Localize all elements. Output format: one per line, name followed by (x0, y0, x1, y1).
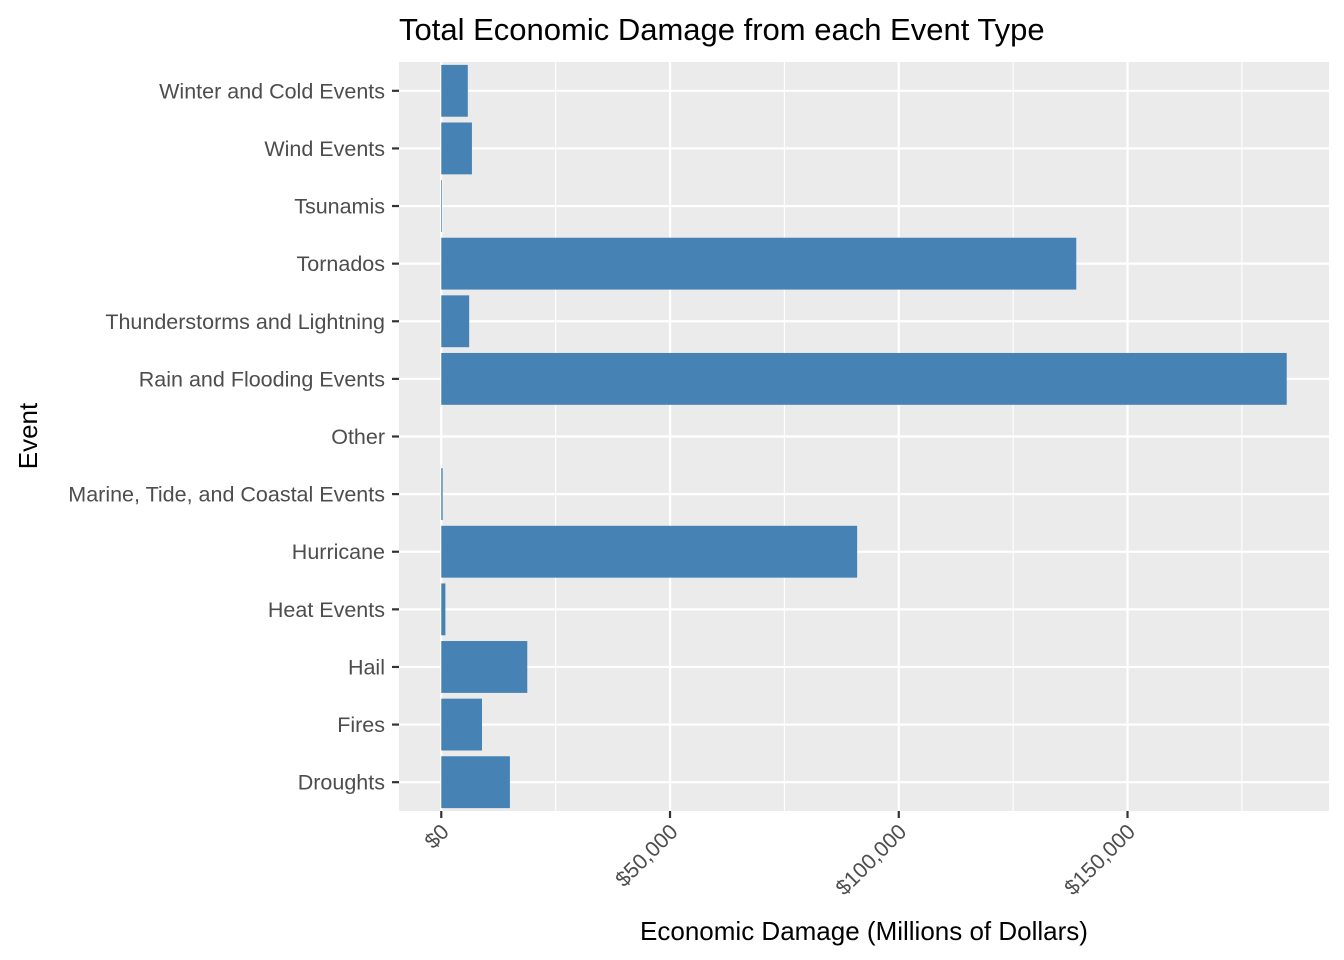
y-tick-label: Tsunamis (294, 195, 385, 219)
y-tick-label: Marine, Tide, and Coastal Events (68, 483, 385, 507)
y-tick-label: Droughts (298, 771, 385, 795)
bar (441, 756, 510, 809)
bars (441, 64, 1287, 809)
y-axis-title: Event (13, 402, 43, 469)
y-tick-label: Winter and Cold Events (159, 79, 385, 103)
y-tick-label: Rain and Flooding Events (139, 367, 385, 391)
x-tick-label: $50,000 (611, 820, 683, 892)
y-tick-label: Hail (348, 655, 385, 679)
bar (441, 698, 482, 751)
y-tick-label: Other (331, 425, 385, 449)
y-tick-label: Fires (337, 713, 385, 737)
bar (441, 122, 472, 175)
x-axis-title: Economic Damage (Millions of Dollars) (640, 916, 1088, 946)
bar (441, 641, 528, 693)
bar (441, 237, 1077, 290)
bar (441, 583, 446, 636)
bar (441, 525, 858, 578)
grid-major (399, 62, 1329, 811)
chart-title: Total Economic Damage from each Event Ty… (399, 12, 1045, 47)
x-tick-label: $100,000 (831, 820, 911, 900)
bar (441, 352, 1287, 405)
bar (441, 64, 468, 117)
y-axis: Droughts Fires Hail Heat Events Hurricane Mar… (68, 79, 399, 795)
bar (441, 295, 470, 348)
x-axis: $0 $50,000 $100,000 $150,000 (420, 811, 1140, 900)
y-tick-label: Wind Events (264, 137, 385, 161)
x-tick-label: $150,000 (1060, 820, 1140, 900)
x-tick-label: $0 (420, 820, 454, 854)
bar (441, 180, 442, 232)
y-tick-label: Thunderstorms and Lightning (105, 310, 385, 334)
y-tick-label: Heat Events (268, 598, 385, 622)
bar (441, 468, 443, 521)
y-tick-label: Hurricane (292, 540, 385, 564)
y-tick-label: Tornados (297, 252, 385, 276)
